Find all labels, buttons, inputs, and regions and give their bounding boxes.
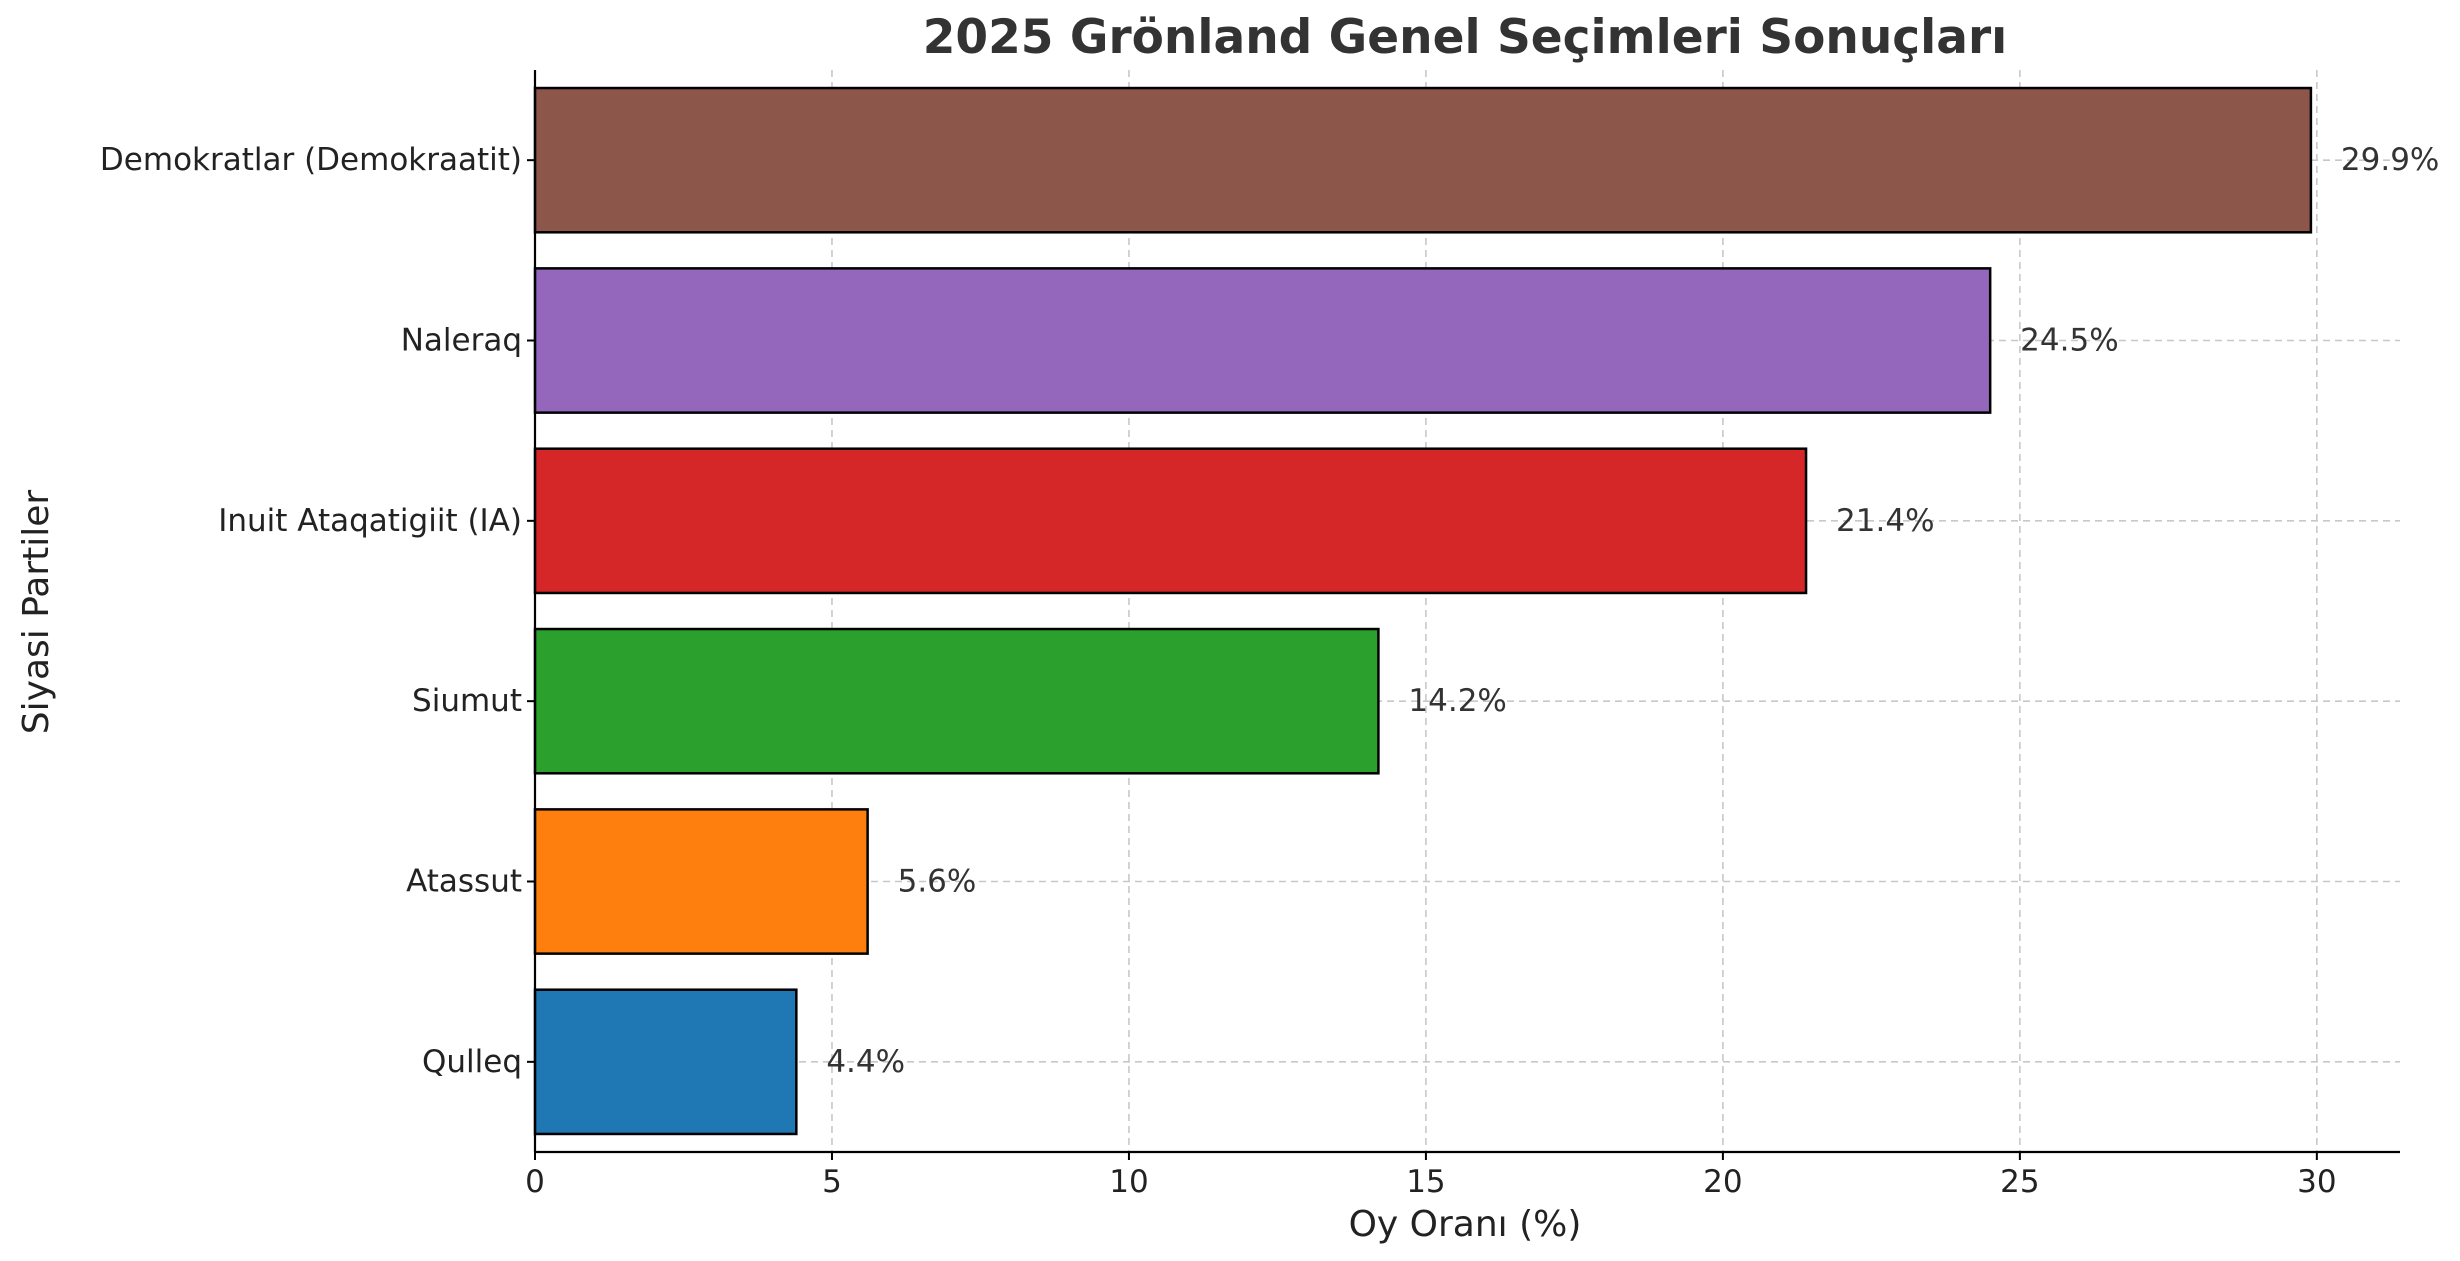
bar-1	[533, 808, 869, 955]
x-tick-label: 0	[525, 1164, 545, 1200]
y-tick-label: Inuit Ataqatigiit (IA)	[218, 503, 522, 539]
value-label: 4.4%	[826, 1044, 905, 1080]
chart-title: 2025 Grönland Genel Seçimleri Sonuçları	[923, 10, 2008, 65]
value-label: 24.5%	[2020, 323, 2118, 359]
x-tick-label: 10	[1109, 1164, 1148, 1200]
y-tick-label: Atassut	[406, 864, 522, 900]
y-tick-label: Siumut	[412, 683, 522, 719]
y-axis-label: Siyasi Partiler	[16, 490, 57, 735]
bar-4	[533, 267, 1992, 414]
value-label: 29.9%	[2341, 142, 2439, 178]
y-tick-labels: Qulleq Atassut Siumut Inuit Ataqatigiit (IA…	[100, 142, 535, 1080]
x-tick-label: 5	[822, 1164, 842, 1200]
value-label: 14.2%	[1408, 683, 1506, 719]
bars	[533, 86, 2313, 1136]
x-tick-labels: 0 5 10 15 20 25 30	[525, 1152, 2337, 1200]
bar-3	[533, 447, 1808, 595]
x-tick-label: 20	[1703, 1164, 1742, 1200]
x-tick-label: 15	[1406, 1164, 1445, 1200]
axes	[533, 70, 2400, 1154]
x-tick-label: 25	[2000, 1164, 2039, 1200]
y-tick-label: Qulleq	[422, 1044, 522, 1080]
x-tick-label: 30	[2297, 1164, 2336, 1200]
bar-0	[533, 988, 798, 1136]
value-label: 21.4%	[1836, 503, 1934, 539]
y-tick-label: Naleraq	[401, 323, 522, 359]
bar-2	[533, 627, 1380, 775]
value-label: 5.6%	[898, 864, 977, 900]
x-axis-label: Oy Oranı (%)	[1349, 1204, 1582, 1245]
y-tick-label: Demokratlar (Demokraatit)	[100, 142, 522, 178]
bar-5	[533, 86, 2313, 234]
value-labels: 4.4% 5.6% 14.2% 21.4% 24.5% 29.9%	[826, 142, 2439, 1080]
